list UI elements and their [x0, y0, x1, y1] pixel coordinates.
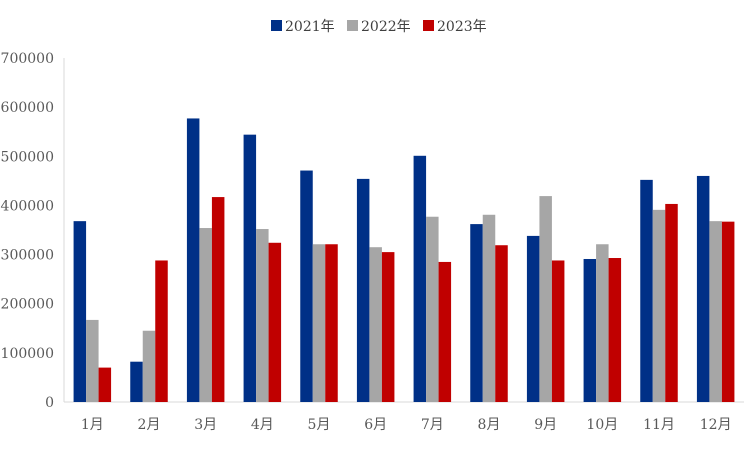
bar-2023年-5月 [325, 244, 338, 402]
bar-2022年-4月 [256, 229, 269, 402]
bar-2023年-4月 [268, 242, 282, 402]
bar-2022年-5月 [312, 244, 326, 402]
legend-swatch [271, 20, 282, 31]
x-tick-label: 10月 [586, 417, 618, 433]
y-tick-label: 700000 [1, 51, 54, 67]
bar-2022年-9月 [539, 196, 552, 402]
bar-2022年-2月 [142, 330, 156, 402]
x-tick-label: 2月 [138, 417, 161, 433]
bar-2023年-3月 [211, 197, 225, 402]
bar-2022年-11月 [652, 209, 666, 402]
y-axis-ticks: 0 100000 200000 300000 400000 500000 600000 700… [1, 51, 54, 411]
y-tick-label: 500000 [1, 149, 54, 165]
y-tick-label: 300000 [1, 248, 54, 264]
bar-2022年-8月 [482, 214, 496, 402]
bar-2023年-1月 [98, 367, 112, 402]
x-tick-label: 11月 [643, 417, 675, 433]
bar-2021年-10月 [583, 258, 597, 402]
bar-2023年-7月 [438, 261, 452, 402]
y-tick-label: 600000 [1, 100, 54, 116]
bar-2023年-6月 [381, 252, 395, 402]
legend-label: 2022年 [361, 19, 411, 35]
y-tick-label: 100000 [1, 346, 54, 362]
bar-2021年-8月 [470, 224, 483, 402]
legend-swatch [347, 20, 358, 31]
legend-swatch [423, 20, 434, 31]
x-tick-label: 9月 [534, 417, 557, 433]
y-tick-label: 400000 [1, 198, 54, 214]
x-axis-ticks: 1月 2月 3月 4月 5月 6月 7月 8月 9月 10月 11月 12月 [81, 417, 732, 433]
legend-label: 2021年 [285, 19, 335, 35]
bar-2021年-4月 [243, 134, 257, 402]
legend-label: 2023年 [437, 19, 487, 35]
bar-2021年-12月 [696, 175, 710, 402]
bar-2021年-5月 [300, 170, 313, 402]
bar-2023年-8月 [495, 245, 508, 402]
x-tick-label: 7月 [421, 417, 444, 433]
bar-2023年-10月 [608, 258, 622, 402]
bar-2022年-7月 [426, 216, 439, 402]
bar-2021年-6月 [356, 178, 370, 402]
bar-2021年-7月 [413, 155, 427, 402]
bars [73, 118, 735, 402]
x-tick-label: 4月 [251, 417, 274, 433]
x-tick-label: 8月 [478, 417, 501, 433]
bar-2022年-1月 [86, 319, 99, 402]
bar-2023年-11月 [665, 203, 678, 402]
bar-2022年-3月 [199, 228, 212, 402]
bar-2022年-10月 [596, 244, 609, 402]
bar-2021年-3月 [186, 118, 200, 402]
bar-2021年-9月 [526, 235, 540, 402]
x-tick-label: 6月 [364, 417, 387, 433]
bar-2021年-1月 [73, 221, 87, 402]
y-tick-label: 0 [45, 395, 54, 411]
bar-2021年-11月 [640, 179, 653, 402]
x-tick-label: 12月 [700, 417, 732, 433]
bar-2022年-6月 [369, 247, 382, 402]
y-tick-label: 200000 [1, 297, 54, 313]
bar-2021年-2月 [130, 361, 143, 402]
bar-2023年-9月 [551, 260, 565, 402]
bar-2022年-12月 [709, 221, 722, 402]
x-tick-label: 1月 [81, 417, 104, 433]
bar-2023年-12月 [721, 221, 735, 402]
bar-2023年-2月 [155, 260, 168, 402]
x-tick-label: 5月 [308, 417, 331, 433]
legend: 2021年 2022年 2023年 [271, 19, 487, 35]
x-tick-label: 3月 [194, 417, 217, 433]
